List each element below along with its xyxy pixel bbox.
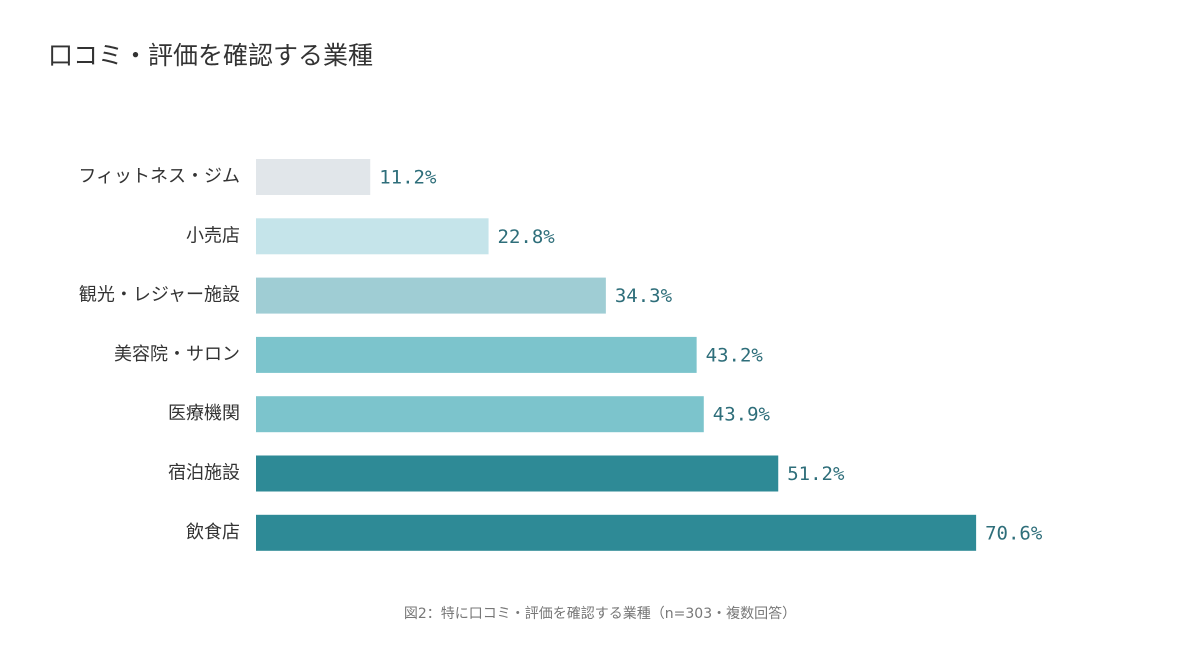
value-label: 11.2% (379, 167, 437, 189)
category-label: 美容院・サロン (114, 344, 240, 365)
bar (256, 159, 371, 195)
category-label: 医療機関 (168, 403, 240, 424)
bar (256, 396, 704, 433)
category-label: 宿泊施設 (168, 463, 240, 484)
value-label: 22.8% (498, 226, 556, 248)
value-label: 43.9% (713, 404, 771, 426)
category-label: 小売店 (186, 225, 240, 246)
bar (256, 455, 779, 492)
bar (256, 336, 697, 373)
bar (256, 514, 977, 551)
value-label: 34.3% (615, 285, 673, 307)
category-label: 飲食店 (186, 522, 240, 543)
bar (256, 218, 489, 255)
value-label: 70.6% (985, 522, 1043, 544)
category-label: 観光・レジャー施設 (79, 285, 240, 306)
value-label: 51.2% (787, 463, 845, 485)
bar (256, 277, 606, 314)
value-label: 43.2% (706, 344, 764, 366)
caption: 図2：特に口コミ・評価を確認する業種（n=303・複数回答） (404, 605, 796, 622)
chart-title: 口コミ・評価を確認する業種 (48, 41, 373, 70)
category-label: フィットネス・ジム (78, 166, 240, 187)
